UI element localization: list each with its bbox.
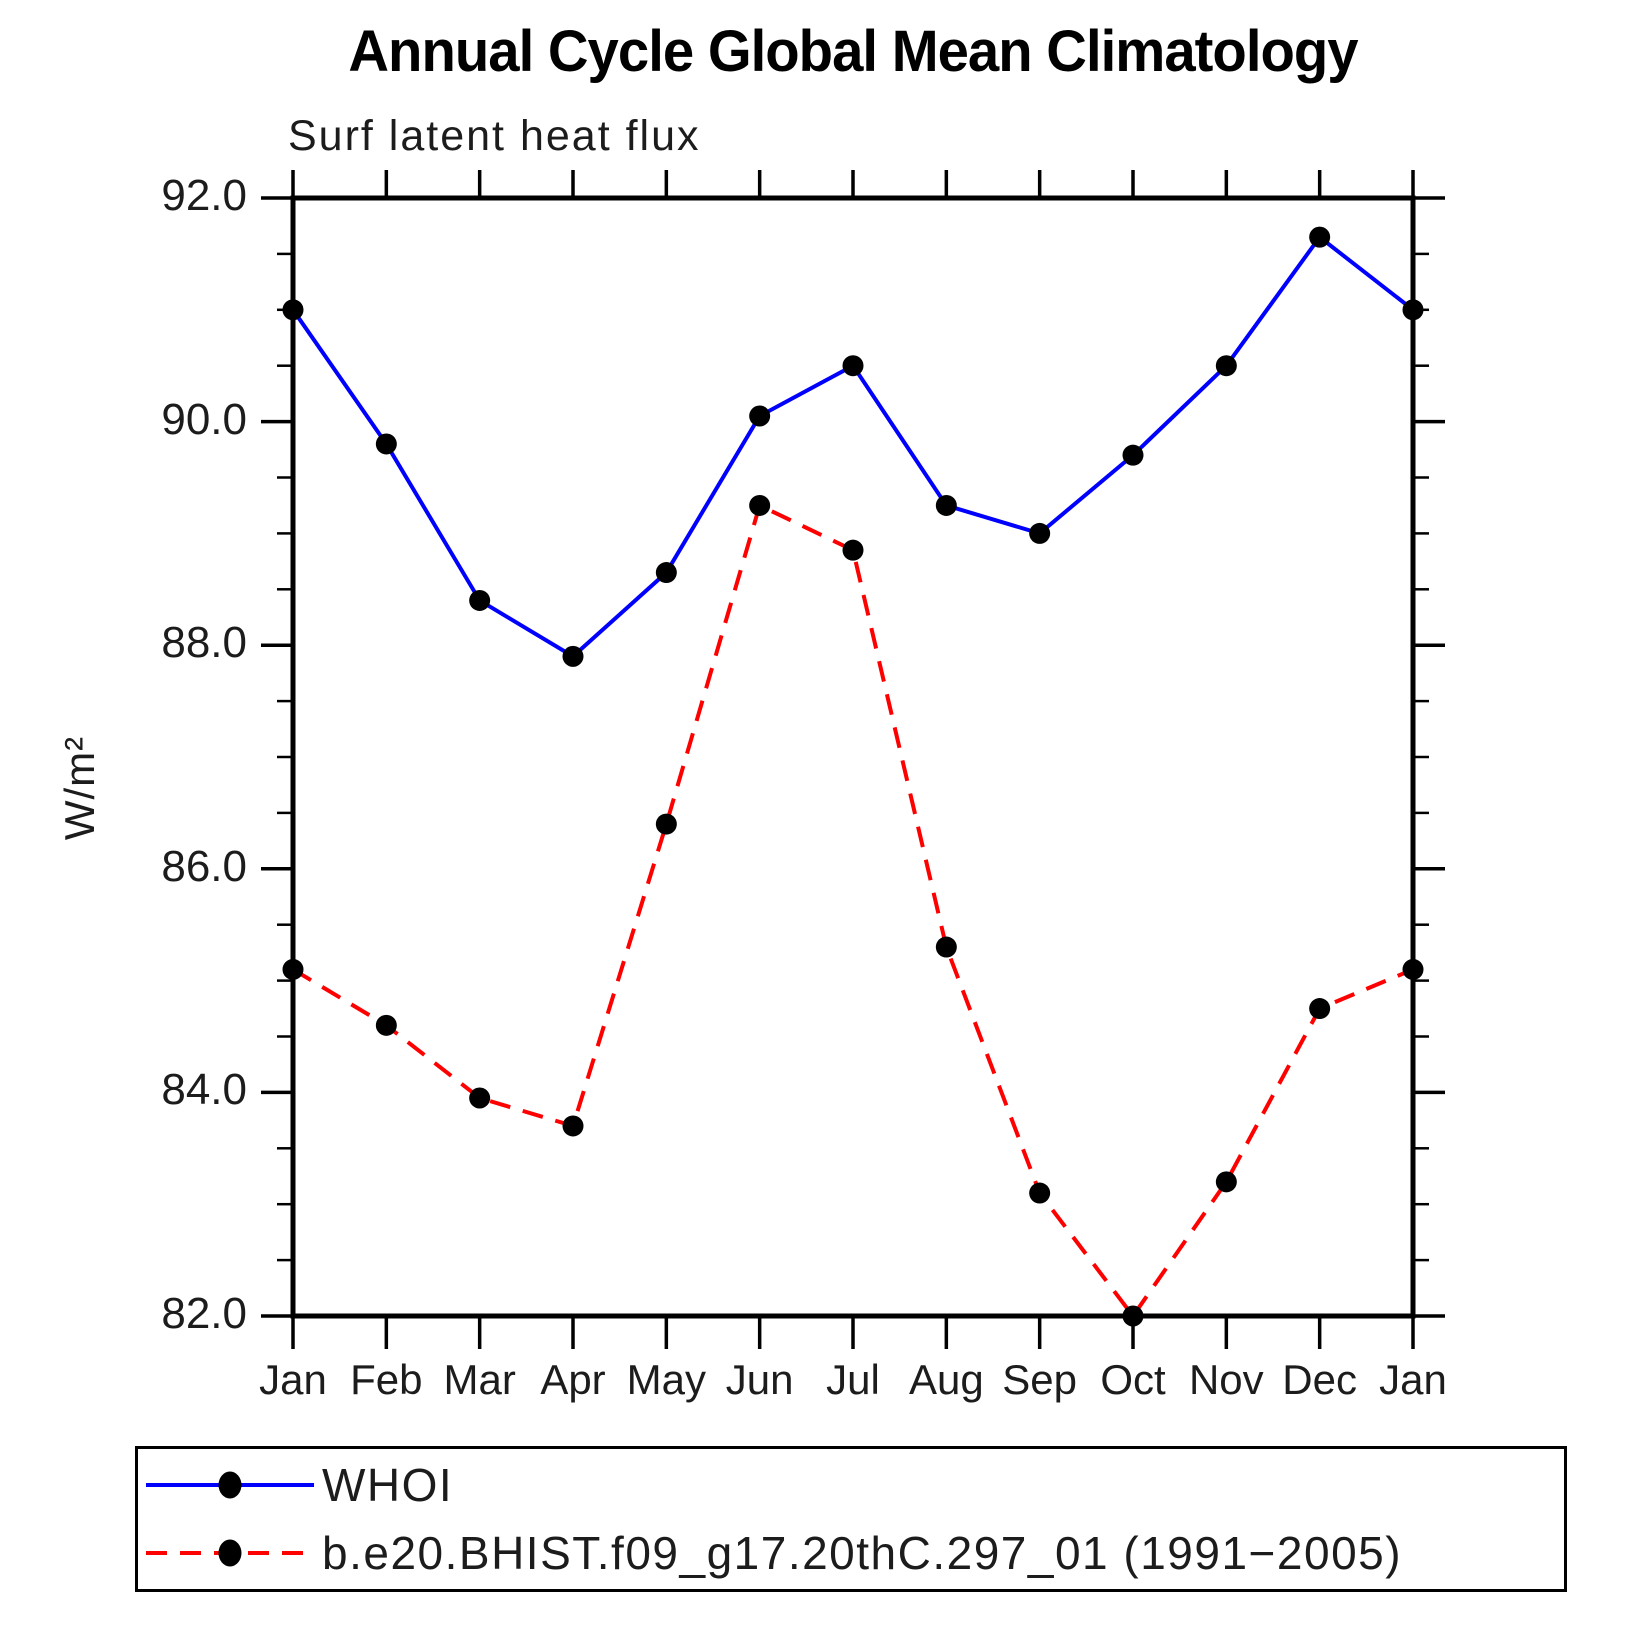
y-tick-label: 92.0 [161,171,247,220]
y-tick-label: 86.0 [161,841,247,891]
series-line-1 [291,502,1414,1320]
data-point-s0-m11 [1309,226,1331,248]
x-tick-label: Mar [443,1356,516,1403]
legend-sample-model [146,1538,314,1568]
data-point-s0-m5 [749,405,771,427]
data-point-s0-m7 [935,494,957,516]
data-point-s0-m0 [282,299,304,321]
data-point-s0-m2 [469,589,491,611]
legend-label-model: b.e20.BHIST.f09_g17.20thC.297_01 (1991−2… [322,1527,1403,1580]
x-tick-label: Nov [1188,1356,1264,1403]
data-point-s0-m6 [842,355,864,377]
data-point-s1-m6 [842,539,864,561]
legend: WHOI b.e20.BHIST.f09_g17.20thC.297_01 (1… [135,1446,1567,1592]
data-point-s1-m3 [562,1115,584,1137]
chart-title: Annual Cycle Global Mean Climatology [348,19,1358,84]
data-point-s0-m10 [1215,355,1237,377]
data-point-s1-m1 [375,1014,397,1036]
data-point-s1-m12 [1402,958,1424,980]
data-point-s1-m11 [1309,998,1331,1020]
x-tick-label: Dec [1282,1356,1357,1403]
x-tick-label: Oct [1100,1356,1166,1403]
data-point-s0-m8 [1029,522,1051,544]
legend-label-whoi: WHOI [322,1458,454,1511]
data-point-s0-m12 [1402,299,1424,321]
data-point-s1-m5 [749,494,771,516]
y-tick-label: 82.0 [161,1289,247,1338]
legend-entry-model: b.e20.BHIST.f09_g17.20thC.297_01 (1991−2… [138,1520,1564,1586]
x-tick-label: Feb [350,1356,423,1403]
x-tick-label: Aug [908,1356,984,1403]
data-point-s0-m3 [562,645,584,667]
y-tick-label: 88.0 [161,618,247,668]
data-point-s1-m4 [655,813,677,835]
x-tick-label: Jan [259,1356,327,1403]
y-tick-label: 90.0 [161,394,247,444]
data-point-s0-m1 [375,433,397,455]
marker-dot-icon [218,1471,242,1499]
data-point-s1-m0 [282,958,304,980]
data-point-s1-m2 [469,1087,491,1109]
x-tick-label: Apr [540,1356,606,1403]
series-line-0 [291,234,1415,659]
data-point-s1-m9 [1122,1305,1144,1327]
x-tick-label: Sep [1002,1356,1078,1403]
data-point-s0-m9 [1122,444,1144,466]
chart-subtitle: Surf latent heat flux [288,112,701,160]
legend-entry-whoi: WHOI [138,1452,1564,1518]
legend-sample-whoi [146,1470,314,1500]
x-tick-label: Jul [826,1356,880,1403]
x-tick-label: Jan [1379,1356,1447,1403]
x-tick-label: May [626,1356,706,1403]
x-tick-label: Jun [725,1356,794,1403]
y-tick-label: 84.0 [161,1065,247,1115]
data-point-s1-m8 [1029,1182,1051,1204]
data-point-s1-m7 [935,936,957,958]
marker-dot-icon [218,1539,242,1567]
data-point-s0-m4 [655,562,677,584]
data-point-s1-m10 [1215,1171,1237,1193]
